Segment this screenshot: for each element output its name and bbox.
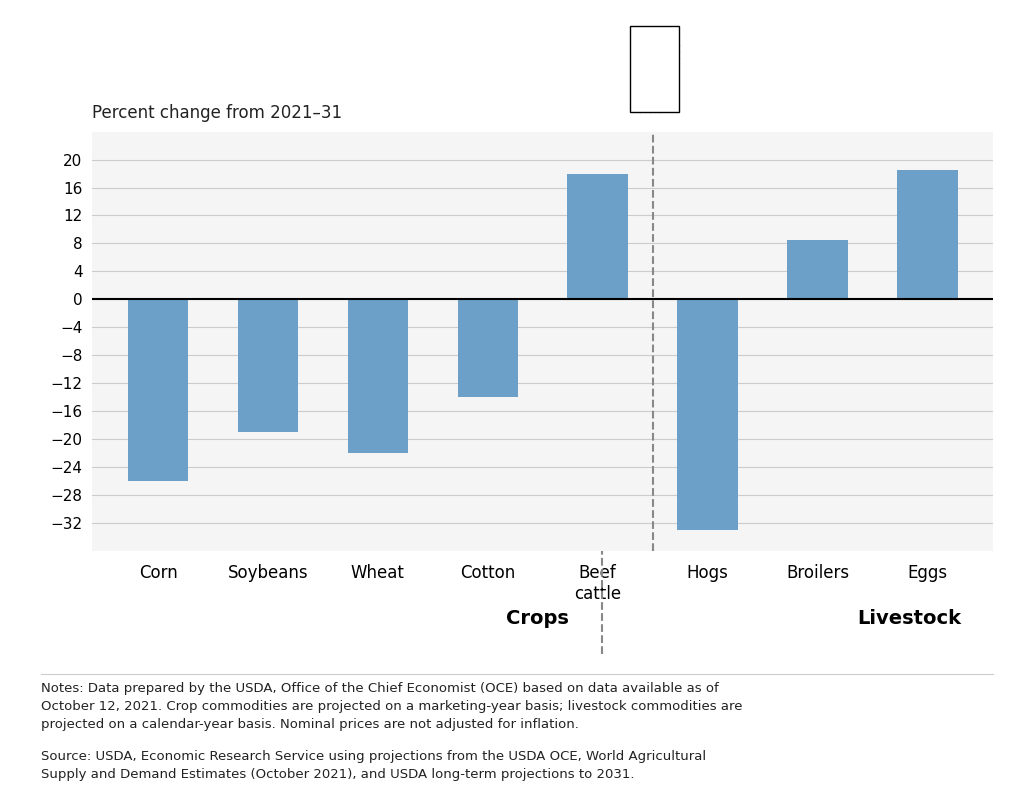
Text: USDA: USDA [645, 37, 723, 61]
Bar [348, 299, 409, 453]
Text: Percent change from 2021–31: Percent change from 2021–31 [92, 104, 342, 122]
FancyBboxPatch shape [630, 26, 679, 112]
Bar [567, 174, 628, 299]
Text: Projected changes in nominal U.S.: Projected changes in nominal U.S. [20, 37, 558, 65]
Bar [897, 170, 957, 299]
Text: Livestock: Livestock [857, 609, 961, 628]
Bar [238, 299, 298, 432]
Text: Crops: Crops [506, 609, 569, 628]
Bar [458, 299, 518, 397]
Bar [787, 240, 848, 299]
Bar [128, 299, 188, 480]
Text: Source: USDA, Economic Research Service using projections from the USDA OCE, Wor: Source: USDA, Economic Research Service … [41, 750, 707, 781]
Text: Economic Research Service: Economic Research Service [737, 37, 1006, 56]
Bar [677, 299, 737, 530]
Text: U.S. DEPARTMENT OF AGRICULTURE: U.S. DEPARTMENT OF AGRICULTURE [737, 81, 937, 92]
Text: farm prices, 2021–31: farm prices, 2021–31 [20, 93, 349, 120]
Text: Notes: Data prepared by the USDA, Office of the Chief Economist (OCE) based on d: Notes: Data prepared by the USDA, Office… [41, 682, 742, 731]
